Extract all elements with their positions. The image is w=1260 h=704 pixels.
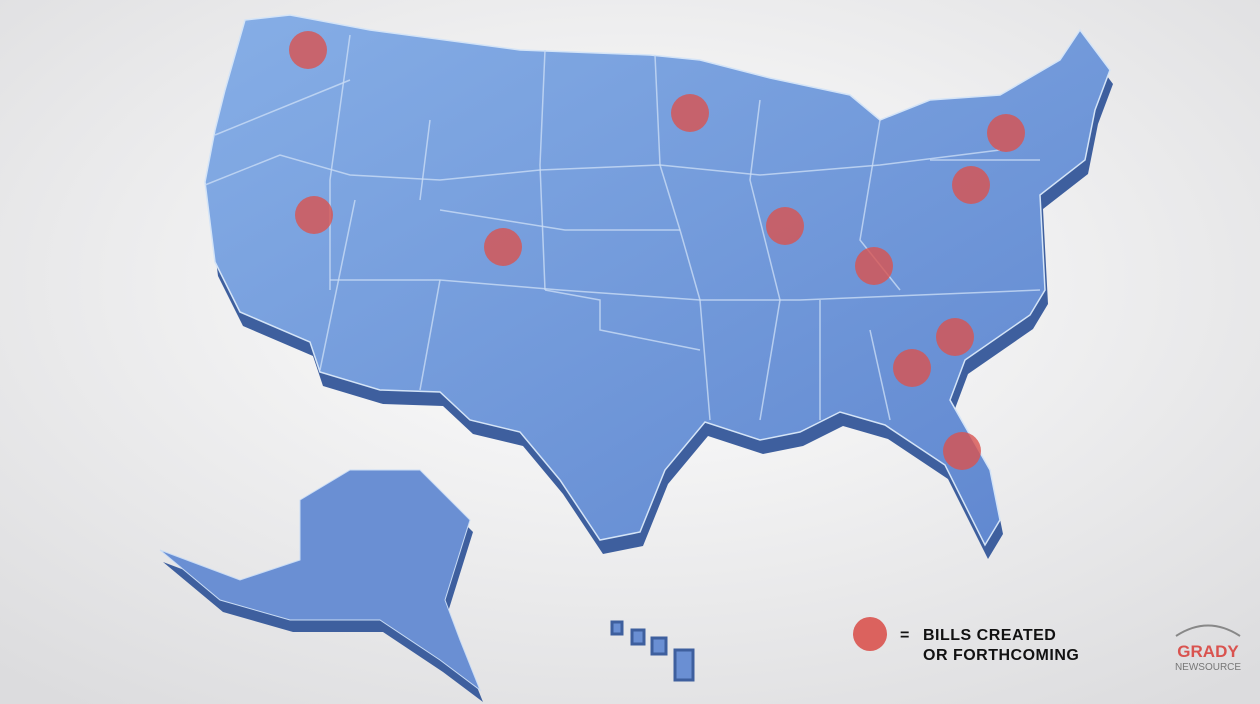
dot [289,31,327,69]
legend-equals: = [900,627,910,644]
legend-line: OR FORTHCOMING [923,647,1079,664]
dot [987,114,1025,152]
contiguous-us [204,14,1113,559]
logo: GRADY NEWSOURCE [1175,624,1241,673]
dot [952,166,990,204]
dot [671,94,709,132]
dot [893,349,931,387]
us-outline [204,14,1111,547]
dot [943,432,981,470]
dot [766,207,804,245]
logo-name: GRADY [1177,642,1239,661]
logo-subtitle: NEWSOURCE [1175,662,1241,673]
dot [295,196,333,234]
dot [855,247,893,285]
dot [936,318,974,356]
alaska [159,469,483,702]
marked-states [289,31,1025,470]
legend-line: BILLS CREATED [923,627,1056,644]
dot [484,228,522,266]
hawaii [610,620,695,682]
legend-dot [853,617,887,651]
legend: = BILLS CREATED OR FORTHCOMING [853,617,1079,664]
state-borders [204,34,1041,421]
